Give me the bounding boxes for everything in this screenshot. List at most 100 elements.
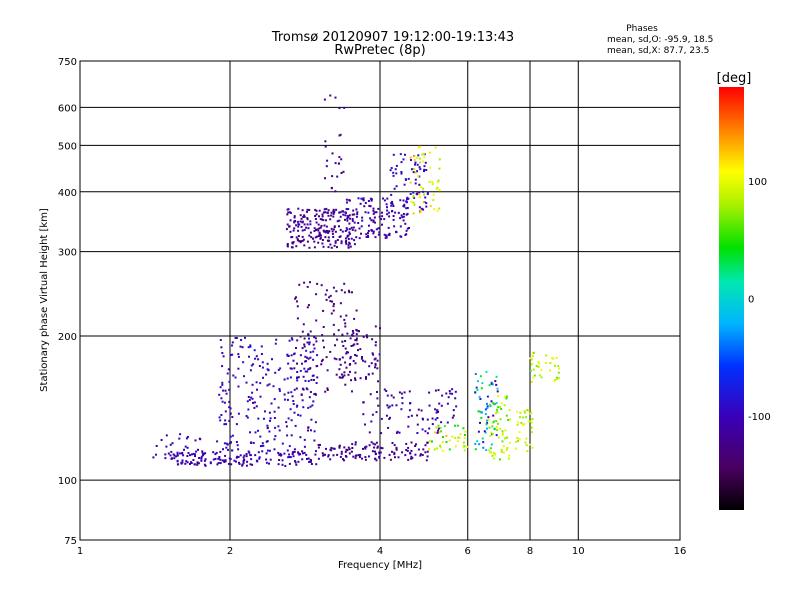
echo-point (538, 362, 540, 365)
echo-point (412, 171, 415, 174)
echo-point (332, 236, 335, 238)
echo-point (184, 445, 187, 448)
echo-point (416, 170, 418, 173)
echo-point (291, 395, 294, 398)
echo-point (257, 358, 260, 361)
echo-point (404, 234, 407, 236)
echo-point (165, 434, 168, 437)
echo-point (301, 235, 304, 238)
echo-point (355, 333, 358, 336)
echo-point (283, 452, 286, 455)
echo-point (344, 218, 346, 221)
echo-point (410, 159, 412, 161)
echo-point (257, 429, 259, 432)
echo-point (530, 411, 533, 414)
echo-point (371, 338, 374, 341)
echo-point (219, 386, 222, 389)
echo-point (247, 450, 250, 453)
echo-point (464, 434, 466, 436)
echo-point (525, 437, 528, 440)
echo-point (325, 289, 328, 292)
echo-point (355, 337, 358, 340)
echo-point (348, 363, 351, 366)
echo-point (334, 162, 337, 165)
echo-point (424, 451, 427, 454)
echo-point (177, 463, 180, 466)
echo-point (378, 455, 381, 458)
echo-point (266, 362, 269, 365)
echo-point (299, 220, 302, 223)
echo-point (201, 450, 204, 453)
echo-point (256, 388, 258, 391)
echo-point (308, 396, 311, 399)
echo-point (185, 460, 188, 463)
echo-point (412, 212, 415, 215)
echo-point (294, 220, 297, 222)
echo-point (306, 306, 309, 309)
echo-point (502, 451, 505, 454)
echo-point (302, 388, 305, 391)
echo-point (333, 447, 336, 450)
echo-point (422, 208, 425, 211)
echo-point (301, 362, 303, 365)
echo-point (376, 397, 379, 400)
echo-point (291, 338, 294, 341)
echo-point (508, 442, 511, 444)
echo-point (273, 438, 276, 441)
echo-point (446, 402, 449, 405)
echo-point (488, 384, 491, 387)
echo-point (347, 373, 350, 376)
echo-point (152, 456, 155, 459)
echo-point (336, 453, 339, 456)
echo-point (305, 387, 308, 390)
echo-point (496, 408, 498, 411)
echo-point (306, 208, 309, 211)
echo-point (413, 155, 416, 158)
echo-point (278, 459, 281, 461)
echo-point (478, 443, 481, 446)
echo-point (311, 374, 314, 377)
echo-point (312, 237, 314, 240)
echo-point (435, 188, 438, 190)
echo-point (377, 233, 380, 236)
echo-point (398, 391, 401, 394)
echo-point (314, 393, 317, 396)
echo-point (466, 445, 469, 448)
echo-point (292, 241, 295, 244)
echo-point (475, 386, 478, 389)
echo-point (251, 383, 254, 386)
echo-point (406, 449, 409, 452)
echo-point (314, 453, 317, 456)
echo-point (338, 236, 341, 238)
echo-point (405, 449, 408, 451)
echo-point (457, 436, 460, 439)
echo-point (480, 411, 483, 414)
echo-point (344, 361, 347, 364)
echo-point (421, 428, 424, 431)
echo-point (417, 175, 420, 178)
echo-point (345, 240, 348, 242)
echo-point (231, 344, 233, 347)
echo-point (497, 436, 500, 439)
echo-point (438, 188, 441, 191)
echo-point (354, 457, 357, 460)
echo-point (306, 218, 309, 221)
echo-point (309, 351, 312, 354)
echo-point (500, 451, 503, 453)
echo-point (220, 346, 223, 349)
echo-point (249, 431, 251, 434)
echo-point (409, 156, 412, 159)
echo-point (370, 441, 373, 444)
echo-point (329, 350, 332, 353)
echo-point (495, 420, 498, 423)
echo-point (281, 442, 284, 445)
echo-point (400, 161, 403, 164)
echo-point (405, 213, 408, 216)
echo-point (315, 319, 318, 322)
echo-point (407, 177, 410, 180)
echo-point (306, 285, 309, 288)
echo-point (477, 430, 480, 433)
echo-point (339, 376, 342, 379)
echo-point (540, 376, 543, 379)
echo-point (423, 165, 426, 168)
